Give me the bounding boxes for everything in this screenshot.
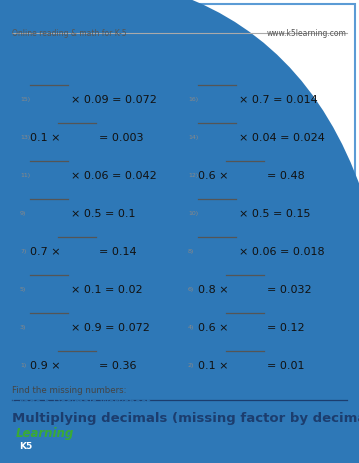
- Text: 13): 13): [20, 135, 30, 140]
- Text: 10): 10): [188, 211, 198, 216]
- Text: 0.1 ×: 0.1 ×: [198, 360, 228, 370]
- Text: × 0.06 = 0.018: × 0.06 = 0.018: [239, 246, 325, 257]
- Text: 12): 12): [188, 173, 198, 178]
- Text: 0.6 ×: 0.6 ×: [198, 322, 228, 332]
- Text: × 0.1 = 0.02: × 0.1 = 0.02: [71, 284, 143, 294]
- Text: = 0.14: = 0.14: [99, 246, 137, 257]
- Text: K5: K5: [19, 442, 33, 450]
- Text: Grade 5 Decimals Worksheet: Grade 5 Decimals Worksheet: [12, 397, 150, 406]
- Text: × 0.9 = 0.072: × 0.9 = 0.072: [71, 322, 150, 332]
- Text: 1): 1): [20, 362, 26, 367]
- Text: 0.1 ×: 0.1 ×: [30, 133, 61, 143]
- Text: 15): 15): [20, 97, 30, 102]
- Text: × 0.5 = 0.15: × 0.5 = 0.15: [239, 208, 311, 219]
- Text: 14): 14): [188, 135, 198, 140]
- Text: 6): 6): [188, 287, 194, 291]
- Text: × 0.04 = 0.024: × 0.04 = 0.024: [239, 133, 325, 143]
- Text: × 0.06 = 0.042: × 0.06 = 0.042: [71, 171, 157, 181]
- Text: 0.9 ×: 0.9 ×: [30, 360, 61, 370]
- Text: = 0.12: = 0.12: [267, 322, 305, 332]
- Text: 9): 9): [20, 211, 26, 216]
- Text: = 0.36: = 0.36: [99, 360, 136, 370]
- Text: 8): 8): [188, 249, 194, 253]
- Text: 0.8 ×: 0.8 ×: [198, 284, 229, 294]
- Text: 3): 3): [20, 324, 26, 329]
- Text: www.k5learning.com: www.k5learning.com: [267, 29, 347, 38]
- Text: 11): 11): [20, 173, 30, 178]
- Text: = 0.48: = 0.48: [267, 171, 305, 181]
- Text: 2): 2): [188, 362, 194, 367]
- Text: × 0.09 = 0.072: × 0.09 = 0.072: [71, 95, 157, 105]
- Text: 5): 5): [20, 287, 26, 291]
- Text: × 0.5 = 0.1: × 0.5 = 0.1: [71, 208, 135, 219]
- Text: Find the missing numbers:: Find the missing numbers:: [12, 385, 126, 394]
- Text: 7): 7): [20, 249, 26, 253]
- Text: Online reading & math for K-5: Online reading & math for K-5: [12, 29, 127, 38]
- Text: 0.6 ×: 0.6 ×: [198, 171, 228, 181]
- Text: = 0.032: = 0.032: [267, 284, 312, 294]
- Text: = 0.01: = 0.01: [267, 360, 304, 370]
- Text: Learning: Learning: [16, 426, 74, 439]
- Text: Multiplying decimals (missing factor by decimals): Multiplying decimals (missing factor by …: [12, 411, 359, 424]
- Text: = 0.003: = 0.003: [99, 133, 144, 143]
- FancyBboxPatch shape: [4, 5, 355, 459]
- Text: 4): 4): [188, 324, 194, 329]
- Text: × 0.7 = 0.014: × 0.7 = 0.014: [239, 95, 318, 105]
- Text: 0.7 ×: 0.7 ×: [30, 246, 61, 257]
- Text: 16): 16): [188, 97, 198, 102]
